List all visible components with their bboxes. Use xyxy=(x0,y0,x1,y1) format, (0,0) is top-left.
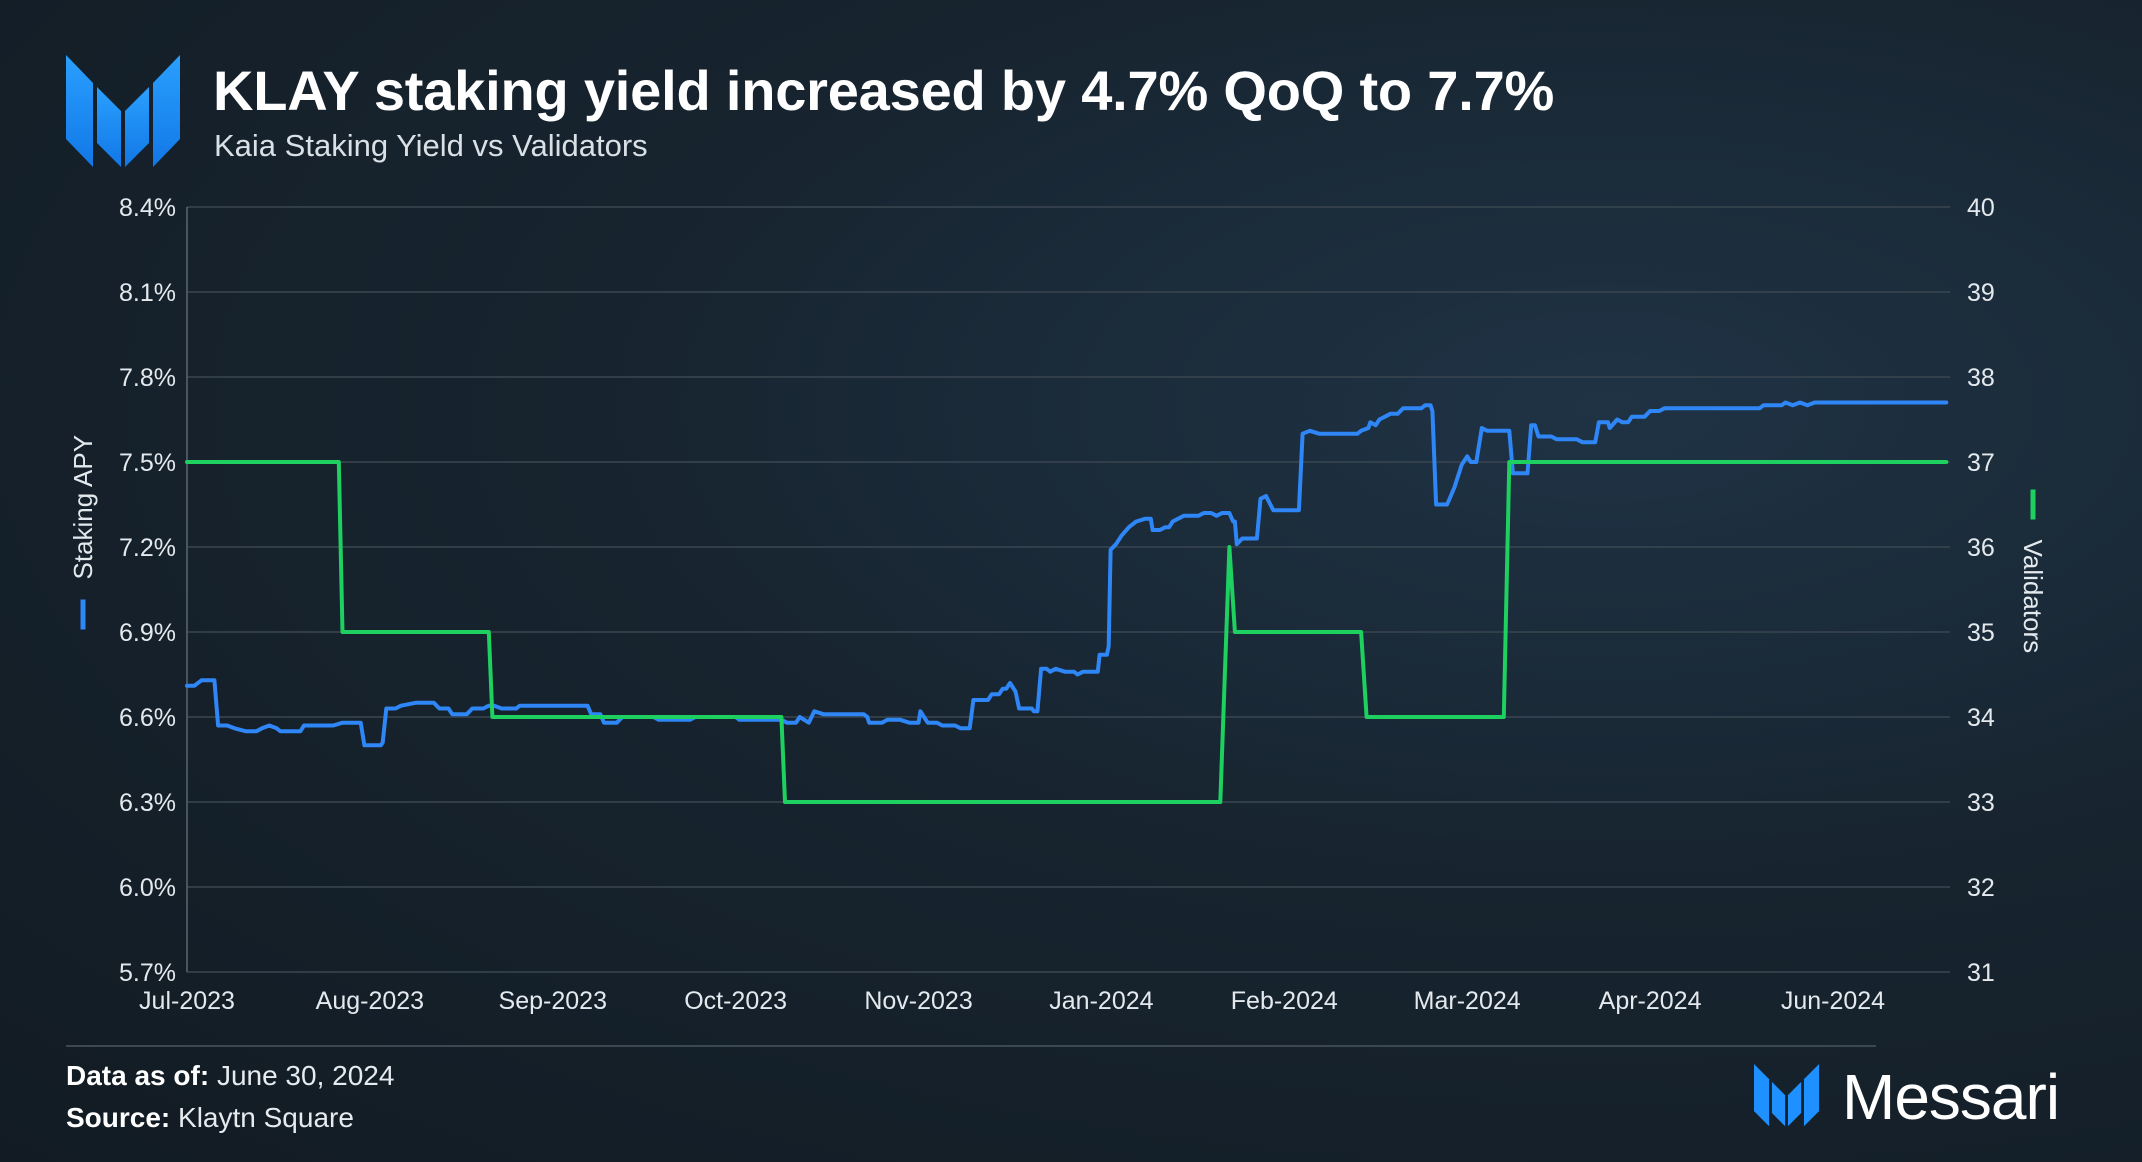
y-left-tick-label: 7.5% xyxy=(119,449,176,477)
y-right-tick-label: 36 xyxy=(1967,534,1995,562)
staking-yield-chart: 5.7% 31 6.0% 32 6.3% 33 6.6% 34 6.9% 35 7.2% 36 7.5%… xyxy=(68,194,2048,1015)
y-right-tick-label: 40 xyxy=(1967,194,1995,222)
y-right-axis-label: Validators xyxy=(2018,540,2048,654)
y-left-tick-label: 6.0% xyxy=(119,874,176,902)
y-left-tick-label: 6.9% xyxy=(119,619,176,647)
messari-logo-icon xyxy=(66,55,180,167)
x-tick-label: Jan-2024 xyxy=(1049,987,1153,1015)
y-right-tick-label: 39 xyxy=(1967,279,1995,307)
series-line-staking-apy xyxy=(185,400,1949,748)
data-as-of: Data as of: June 30, 2024 xyxy=(66,1060,394,1092)
y-left-tick-label: 7.2% xyxy=(119,534,176,562)
chart-title: KLAY staking yield increased by 4.7% QoQ… xyxy=(213,59,1555,122)
y-left-tick-label: 7.8% xyxy=(119,364,176,392)
y-right-tick-label: 31 xyxy=(1967,959,1995,987)
y-left-tick-label: 6.3% xyxy=(119,789,176,817)
y-left-tick-label: 5.7% xyxy=(119,959,176,987)
y-right-tick-label: 34 xyxy=(1967,704,1995,732)
x-tick-label: Aug-2023 xyxy=(316,987,424,1015)
series-line-validators xyxy=(185,460,1949,804)
x-tick-label: Apr-2024 xyxy=(1599,987,1702,1015)
source-label: Source: xyxy=(66,1102,171,1133)
x-tick-label: Sep-2023 xyxy=(499,987,607,1015)
brand-wordmark: Messari xyxy=(1842,1061,2060,1133)
y-right-tick-label: 38 xyxy=(1967,364,1995,392)
chart-subtitle: Kaia Staking Yield vs Validators xyxy=(214,128,648,163)
x-tick-label: Feb-2024 xyxy=(1231,987,1338,1015)
data-as-of-value: June 30, 2024 xyxy=(216,1060,395,1091)
y-left-axis-label: Staking APY xyxy=(68,435,98,580)
messari-brand-icon xyxy=(1754,1064,1820,1127)
y-left-tick-label: 6.6% xyxy=(119,704,176,732)
y-left-tick-label: 8.4% xyxy=(119,194,176,222)
y-right-tick-label: 37 xyxy=(1967,449,1995,477)
y-right-tick-label: 35 xyxy=(1967,619,1995,647)
x-tick-label: Nov-2023 xyxy=(864,987,972,1015)
footer-divider xyxy=(66,1045,1876,1047)
x-tick-label: Mar-2024 xyxy=(1414,987,1521,1015)
x-tick-label: Jun-2024 xyxy=(1781,987,1885,1015)
source-value: Klaytn Square xyxy=(178,1102,354,1133)
x-tick-label: Jul-2023 xyxy=(139,987,235,1015)
y-right-axis-title: Validators xyxy=(2018,489,2048,654)
x-tick-label: Oct-2023 xyxy=(684,987,787,1015)
source: Source: Klaytn Square xyxy=(66,1102,354,1134)
y-left-axis-title: Staking APY xyxy=(68,435,98,630)
y-left-tick-label: 8.1% xyxy=(119,279,176,307)
data-as-of-label: Data as of: xyxy=(66,1060,210,1091)
y-right-tick-label: 32 xyxy=(1967,874,1995,902)
y-right-tick-label: 33 xyxy=(1967,789,1995,817)
